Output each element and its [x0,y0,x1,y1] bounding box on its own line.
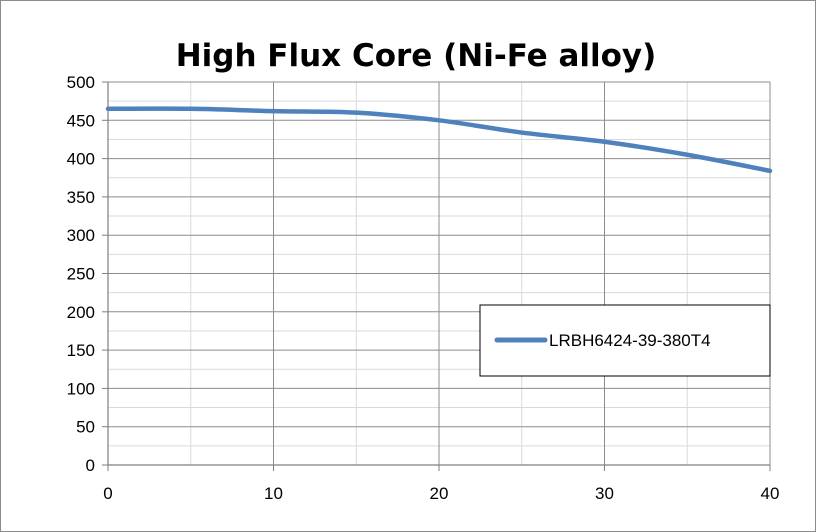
y-tick-label: 150 [67,341,95,360]
y-tick-label: 0 [86,456,95,475]
x-tick-label: 20 [430,484,449,503]
y-tick-label: 450 [67,111,95,130]
x-tick-label: 40 [761,484,780,503]
y-tick-label: 50 [76,418,95,437]
y-tick-label: 100 [67,379,95,398]
grid [107,81,771,466]
y-tick-label: 400 [67,150,95,169]
series-lines [105,106,773,174]
y-tick-label: 350 [67,188,95,207]
x-tick-label: 30 [595,484,614,503]
axes [102,81,771,471]
series-line-0 [105,106,773,174]
y-tick-label: 500 [67,73,95,92]
tick-labels: 0 50 100 150 200 250 300 350 400 450 500 0 10 20 30 40 [67,73,780,503]
y-tick-label: 300 [67,226,95,245]
legend-label: LRBH6424-39-380T4 [549,331,711,350]
chart-title: High Flux Core (Ni-Fe alloy) [176,38,657,74]
y-tick-label: 200 [67,303,95,322]
x-tick-label: 10 [264,484,283,503]
legend: LRBH6424-39-380T4 [479,304,771,377]
x-tick-label: 0 [103,484,112,503]
y-tick-label: 250 [67,265,95,284]
